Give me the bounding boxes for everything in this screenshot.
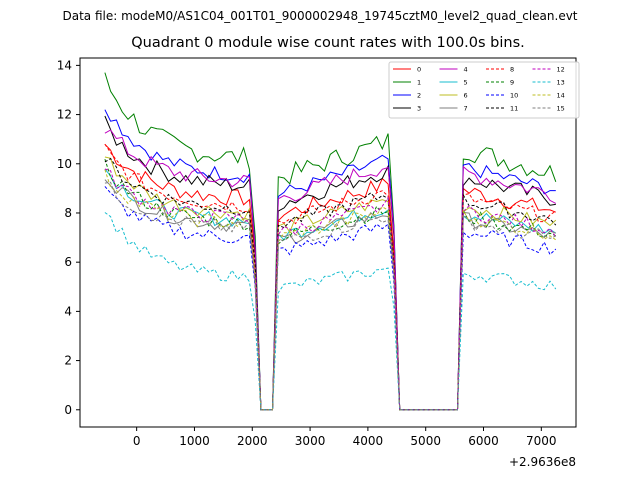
y-tick-label: 10 xyxy=(57,157,72,171)
series-line-15 xyxy=(104,181,556,411)
x-tick-label: 7000 xyxy=(526,434,557,448)
legend-label-7: 7 xyxy=(464,105,468,113)
y-tick-label: 4 xyxy=(64,304,72,318)
y-tick-label: 14 xyxy=(57,58,72,72)
series-line-8 xyxy=(104,143,557,411)
y-axis: 0 2 4 6 8 10 12 14 xyxy=(57,58,80,417)
legend-label-5: 5 xyxy=(464,79,468,87)
series-line-7 xyxy=(104,179,556,411)
legend-label-1: 1 xyxy=(417,79,421,87)
series-line-13 xyxy=(104,212,557,411)
series-line-3 xyxy=(104,115,556,411)
x-tick-label: 6000 xyxy=(468,434,499,448)
series-line-9 xyxy=(104,158,557,411)
legend-label-2: 2 xyxy=(417,92,421,100)
chart-title: Quadrant 0 module wise count rates with … xyxy=(131,35,525,51)
figure-suptitle: Data file: modeM0/AS1C04_001T01_90000029… xyxy=(62,9,578,23)
legend-label-11: 11 xyxy=(510,105,518,113)
axes-frame xyxy=(79,57,577,428)
series-line-14 xyxy=(104,169,557,411)
legend-label-10: 10 xyxy=(510,92,518,100)
x-tick-label: 5000 xyxy=(410,434,441,448)
plot-lines xyxy=(104,72,557,411)
legend-label-6: 6 xyxy=(464,92,468,100)
legend-box xyxy=(388,61,580,119)
legend-label-8: 8 xyxy=(510,66,514,74)
series-line-11 xyxy=(104,157,557,411)
y-tick-label: 8 xyxy=(64,206,72,220)
legend-label-4: 4 xyxy=(464,66,468,74)
legend-label-9: 9 xyxy=(510,79,514,87)
series-line-12 xyxy=(104,168,557,411)
x-tick-label: 4000 xyxy=(353,434,384,448)
x-tick-label: 2000 xyxy=(237,434,268,448)
legend-label-3: 3 xyxy=(417,105,421,113)
legend-label-0: 0 xyxy=(417,66,421,74)
y-tick-label: 0 xyxy=(64,403,72,417)
legend-label-12: 12 xyxy=(557,66,565,74)
series-line-1 xyxy=(104,72,557,411)
series-line-10 xyxy=(104,186,557,411)
x-tick-label: 3000 xyxy=(295,434,326,448)
legend-label-14: 14 xyxy=(557,92,565,100)
legend-label-13: 13 xyxy=(557,79,565,87)
y-tick-label: 6 xyxy=(64,255,72,269)
series-line-6 xyxy=(104,156,557,411)
legend-label-15: 15 xyxy=(557,105,565,113)
x-tick-label: 0 xyxy=(133,434,141,448)
y-tick-label: 12 xyxy=(57,108,72,122)
series-line-4 xyxy=(104,129,557,411)
y-tick-label: 2 xyxy=(64,354,72,368)
x-axis: 0 1000 2000 3000 4000 5000 6000 7000 xyxy=(133,427,557,448)
series-line-0 xyxy=(104,143,556,411)
series-line-2 xyxy=(104,109,556,411)
x-tick-label: 1000 xyxy=(179,434,210,448)
x-offset-label: +2.9636e8 xyxy=(509,455,576,469)
series-line-5 xyxy=(104,168,557,411)
